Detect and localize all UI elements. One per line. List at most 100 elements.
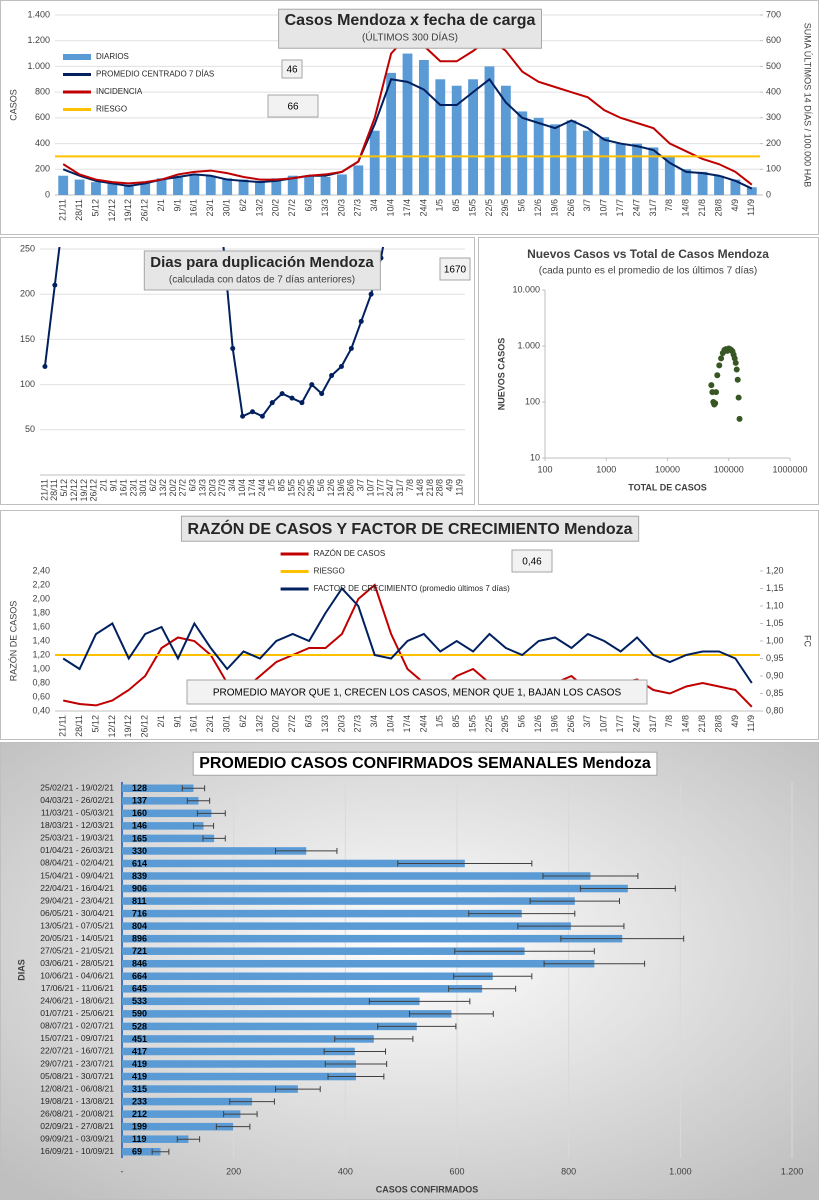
marker: [338, 364, 344, 370]
x-tick-label: 12/6: [533, 715, 543, 733]
marker: [319, 391, 325, 397]
y-tick-label: 150: [20, 334, 35, 344]
marker: [230, 345, 236, 351]
bar: [435, 79, 446, 195]
bar: [122, 947, 525, 955]
x-tick-label: 20/2: [271, 199, 281, 217]
line: [62, 77, 753, 190]
bar: [122, 1135, 189, 1143]
x-tick-label: 29/5: [500, 715, 510, 733]
bar: [599, 137, 610, 195]
bar: [122, 1122, 234, 1131]
bar: [122, 934, 623, 943]
x-tick-label: 16/1: [189, 199, 199, 217]
legend-label: RAZÓN DE CASOS: [314, 549, 386, 558]
bar: [238, 179, 249, 195]
x-tick-label: 27/3: [353, 199, 363, 217]
bar: [173, 175, 183, 195]
x-tick-label: 6/3: [188, 479, 198, 492]
chart-title: Nuevos Casos vs Total de Casos Mendoza: [527, 247, 769, 261]
x-tick-label: 3/4: [369, 199, 379, 212]
x-tick-label: 8/5: [451, 715, 461, 728]
value-label: 199: [132, 1122, 147, 1132]
x-tick-label: 600: [449, 1166, 464, 1176]
x-tick-label: 2/1: [99, 479, 109, 492]
x-tick-label: 26/6: [346, 479, 356, 497]
y-tick-label: 10: [530, 452, 540, 462]
marker: [250, 409, 255, 415]
x-tick-label: 13/2: [254, 715, 264, 733]
value-label: 419: [132, 1071, 147, 1081]
x-tick-label: 7/8: [664, 715, 674, 728]
x-tick-label: 7/8: [664, 199, 674, 212]
x-tick-label: 100: [537, 464, 552, 474]
bar: [189, 174, 200, 195]
x-tick-label: 4/9: [730, 199, 740, 212]
x-tick-label: 400: [338, 1166, 353, 1176]
value-label: 165: [132, 833, 147, 843]
value-label: 528: [132, 1021, 147, 1031]
y-tick-label: 50: [25, 424, 35, 434]
x-tick-label: 11/9: [746, 199, 756, 216]
x-tick-label: 27/2: [287, 715, 297, 733]
y2-tick-label: 1,05: [766, 618, 784, 628]
value-label: 896: [132, 934, 147, 944]
annotation-box: [511, 549, 553, 573]
y2-tick-label: 100: [766, 164, 781, 174]
x-tick-label: 1/5: [267, 479, 277, 492]
y2-tick-label: 1,10: [766, 600, 784, 610]
annotation-box: [281, 59, 303, 79]
x-tick-label: 24/7: [631, 199, 641, 217]
value-label: 128: [132, 783, 147, 793]
bar: [122, 859, 465, 868]
category-label: 05/08/21 - 30/07/21: [40, 1071, 114, 1081]
point: [708, 382, 715, 389]
x-tick-label: 19/12: [79, 479, 89, 502]
x-tick-label: 6/2: [148, 479, 158, 492]
x-tick-label: 17/7: [375, 479, 385, 497]
x-tick-label: 10000: [655, 464, 680, 474]
point: [733, 366, 740, 373]
x-tick-label: 23/1: [128, 479, 138, 497]
x-tick-label: 26/12: [140, 715, 150, 738]
x-tick-label: 12/6: [326, 479, 336, 497]
x-tick-label: 21/11: [58, 199, 68, 221]
y-tick-label: 200: [35, 164, 50, 174]
bar: [222, 178, 233, 195]
x-tick-label: 8/5: [451, 199, 461, 212]
x-tick-label: 1000: [596, 464, 616, 474]
bar: [500, 85, 511, 195]
x-tick-label: 14/8: [681, 715, 691, 733]
x-tick-label: 17/4: [247, 479, 257, 497]
bar: [74, 179, 85, 195]
bar: [484, 66, 495, 195]
chart-panel: 0,40 0,60 0,80 1,00 1,20 1,40 1,60 1,80 2,00 2,20…: [0, 510, 819, 740]
bar: [107, 183, 118, 195]
x-tick-label: 27/3: [353, 715, 363, 733]
x-tick-label: 4/9: [445, 479, 455, 492]
x-tick-label: 28/11: [74, 199, 84, 221]
value-label: 212: [132, 1109, 147, 1119]
value-label: 590: [132, 1009, 147, 1019]
bar: [304, 175, 315, 195]
x-tick-label: 10/4: [385, 715, 395, 733]
category-label: 17/06/21 - 11/06/21: [41, 983, 114, 993]
x-tick-label: 200: [226, 1166, 241, 1176]
bar: [402, 53, 413, 196]
x-axis-label: CASOS CONFIRMADOS: [376, 1184, 479, 1194]
category-label: 29/07/21 - 23/07/21: [40, 1058, 114, 1068]
value-label: 233: [132, 1096, 147, 1106]
bar: [122, 822, 204, 830]
marker: [299, 400, 305, 406]
x-tick-label: 27/3: [217, 479, 227, 497]
bar: [122, 897, 575, 905]
bar: [122, 834, 215, 843]
category-label: 26/08/21 - 20/08/21: [40, 1108, 114, 1118]
category-label: 16/09/21 - 10/09/21: [40, 1146, 114, 1156]
marker: [358, 318, 364, 324]
value-label: 137: [132, 796, 147, 806]
title-box: [180, 515, 640, 542]
x-tick-label: 4/9: [730, 715, 740, 728]
